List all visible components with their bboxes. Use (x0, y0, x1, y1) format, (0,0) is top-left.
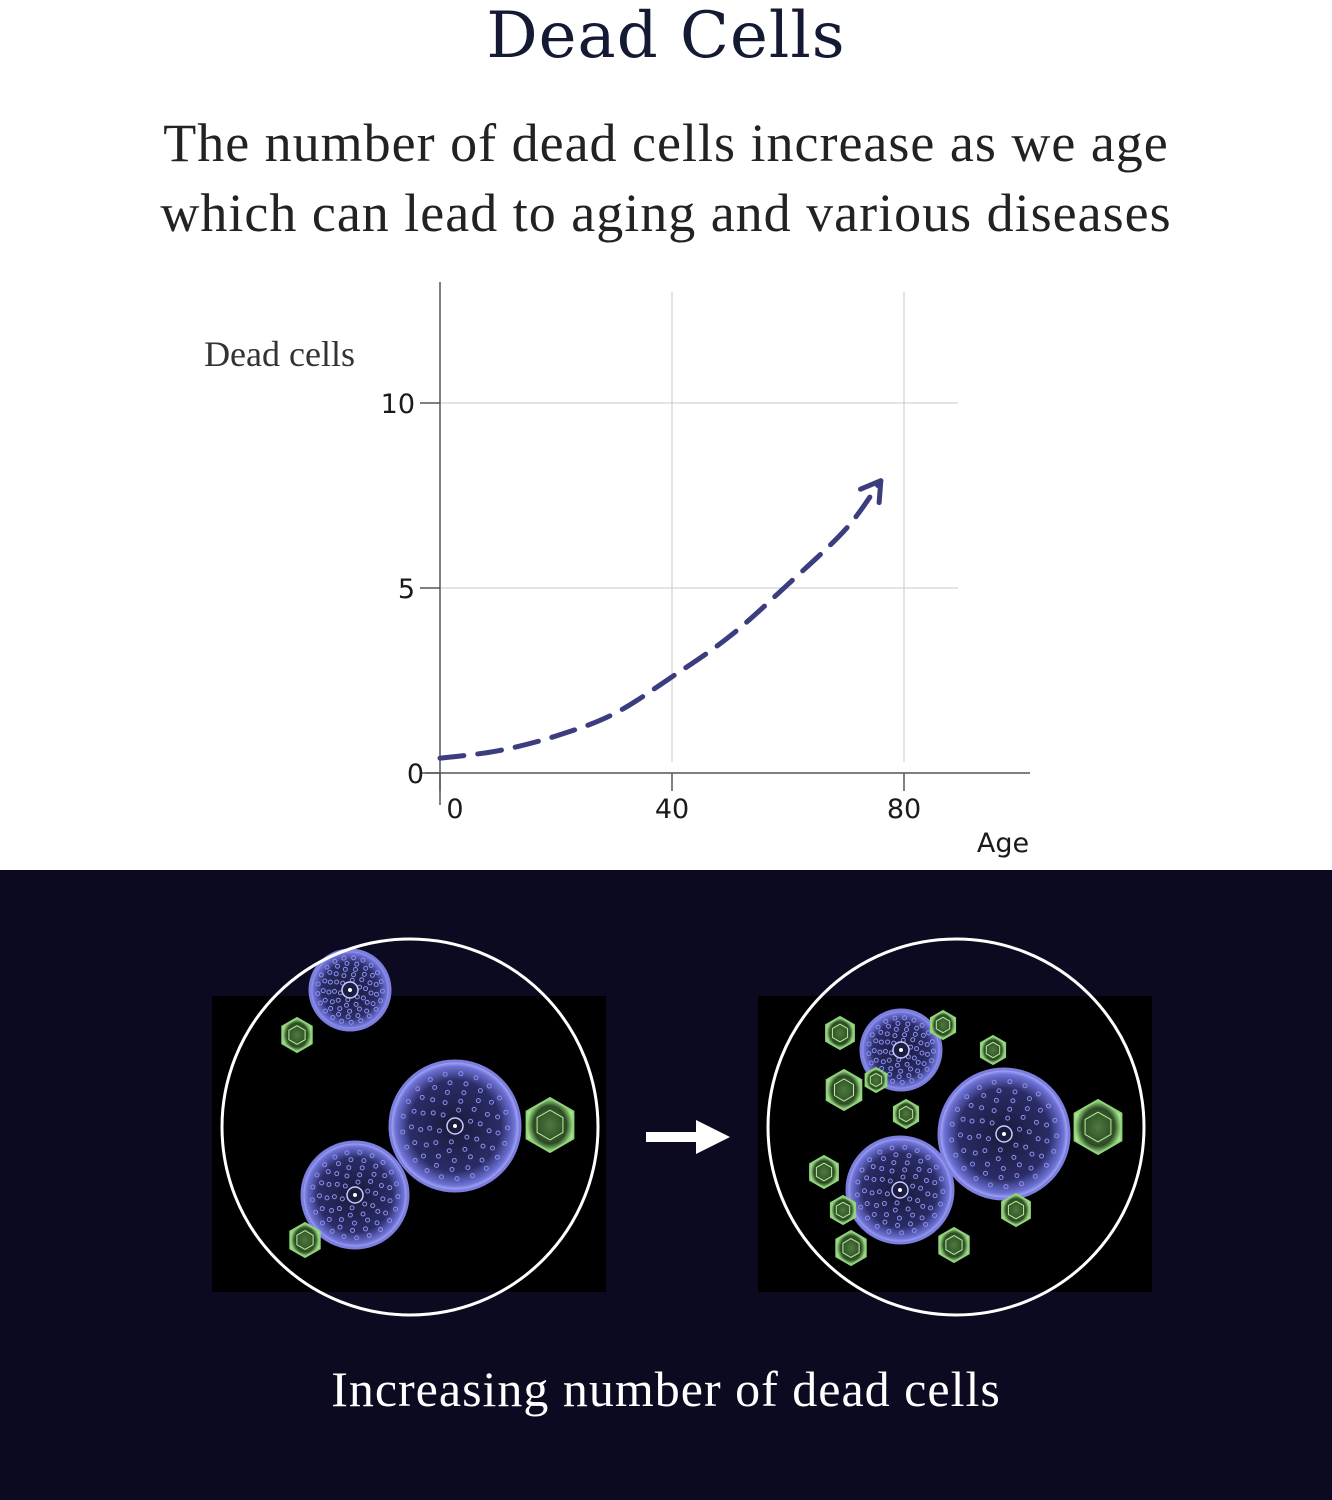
dead-cell (825, 1015, 855, 1051)
y-tick-label-10: 10 (381, 389, 415, 420)
dead-cell (929, 1009, 957, 1041)
chart-series (437, 478, 884, 761)
dead-cell (835, 1229, 867, 1267)
before-illustration (212, 937, 606, 1317)
after-illustration (758, 937, 1152, 1317)
page-subtitle: The number of dead cells increase as we … (0, 108, 1332, 248)
healthy-cell (937, 1067, 1071, 1201)
dead-cell (1073, 1098, 1123, 1156)
dead-cell (281, 1016, 313, 1054)
dead-cell (525, 1096, 575, 1154)
magnifier-circle (766, 937, 1146, 1317)
dead-cell (864, 1066, 888, 1094)
dead-cell (825, 1068, 863, 1112)
healthy-cell (845, 1135, 955, 1245)
cell-illustration-panel: Increasing number of dead cells (0, 870, 1332, 1500)
dead-cell (289, 1221, 321, 1259)
magnifier-circle (220, 937, 600, 1317)
subtitle-line-1: The number of dead cells increase as we … (163, 113, 1169, 173)
subtitle-line-2: which can lead to aging and various dise… (160, 183, 1172, 243)
chart-labels: 0 5 10 0 40 80 Dead cells Age (204, 334, 1029, 859)
x-tick-label-40: 40 (655, 794, 689, 825)
series-arrowhead-icon (857, 478, 884, 506)
dead-cell (979, 1034, 1007, 1066)
illustration-caption: Increasing number of dead cells (331, 1361, 1001, 1417)
y-axis-title: Dead cells (204, 334, 355, 374)
x-tick-label-80: 80 (887, 794, 921, 825)
series-line-0 (437, 478, 884, 761)
page-title: Dead Cells (486, 0, 846, 73)
right-arrow-icon (646, 1120, 730, 1154)
x-tick-label-0: 0 (446, 794, 463, 825)
healthy-cell (308, 948, 392, 1032)
dead-cell (829, 1194, 857, 1226)
chart-grid (420, 292, 958, 762)
healthy-cell (300, 1140, 410, 1250)
y-tick-label-0: 0 (407, 759, 424, 790)
dead-cell (892, 1098, 920, 1130)
x-axis-title: Age (977, 828, 1029, 859)
cell-comparison-illustration (212, 937, 1152, 1317)
dead-cell (809, 1154, 839, 1190)
chart-axes (420, 282, 1030, 805)
y-tick-label-5: 5 (398, 574, 415, 605)
healthy-cell (388, 1059, 522, 1193)
dead-cell (938, 1226, 970, 1264)
dead-cell (1001, 1192, 1031, 1228)
dead-cells-chart: 0 5 10 0 40 80 Dead cells Age (204, 282, 1030, 859)
